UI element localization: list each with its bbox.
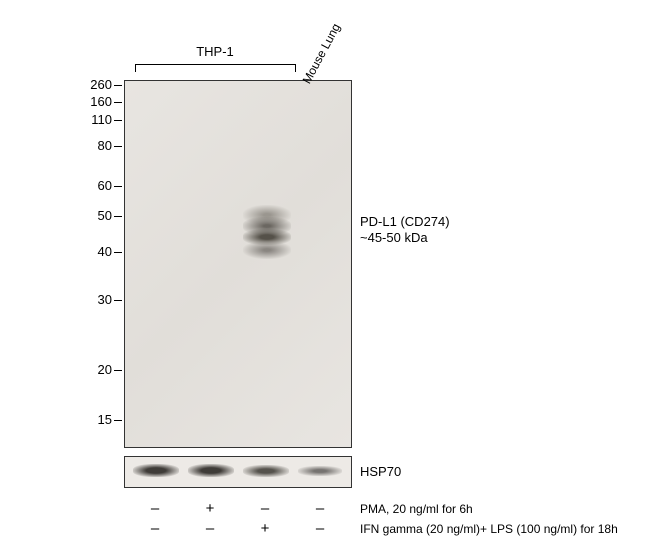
mw-label-260: 260 [0, 77, 112, 92]
mw-label-50: 50 [0, 208, 112, 223]
treatment-r1-lane0: – [145, 520, 165, 537]
mw-tick-15 [114, 420, 122, 421]
mw-tick-110 [114, 120, 122, 121]
treatment-text-r0: PMA, 20 ng/ml for 6h [360, 502, 473, 516]
mw-label-15: 15 [0, 412, 112, 427]
mw-label-60: 60 [0, 178, 112, 193]
hsp70-label: HSP70 [360, 464, 401, 479]
mouse-lung-label: Mouse Lung [300, 21, 343, 86]
treatment-r0-lane1: + [200, 500, 220, 517]
mw-tick-160 [114, 102, 122, 103]
pdl1-label-line2: ~45-50 kDa [360, 230, 428, 245]
mw-tick-60 [114, 186, 122, 187]
thp1-bracket-top [135, 64, 295, 65]
hsp70-band-lane1 [133, 464, 179, 477]
mw-tick-20 [114, 370, 122, 371]
mw-tick-80 [114, 146, 122, 147]
treatment-r1-lane1: – [200, 520, 220, 537]
pdl1-label-line1: PD-L1 (CD274) [360, 214, 450, 229]
treatment-r0-lane2: – [255, 500, 275, 517]
mw-tick-260 [114, 85, 122, 86]
mw-label-20: 20 [0, 362, 112, 377]
treatment-r0-lane0: – [145, 500, 165, 517]
hsp70-band-lane2 [188, 464, 234, 477]
main-blot-membrane [124, 80, 352, 448]
mw-label-110: 110 [0, 112, 112, 127]
hsp70-band-lane4 [298, 466, 342, 476]
mw-label-40: 40 [0, 244, 112, 259]
thp1-bracket-right [295, 64, 296, 72]
pdl1-band-smear [243, 205, 291, 261]
mw-label-80: 80 [0, 138, 112, 153]
thp1-bracket-left [135, 64, 136, 72]
treatment-r1-lane2: + [255, 520, 275, 537]
mw-tick-40 [114, 252, 122, 253]
treatment-r0-lane3: – [310, 500, 330, 517]
mw-tick-30 [114, 300, 122, 301]
treatment-r1-lane3: – [310, 520, 330, 537]
mw-label-30: 30 [0, 292, 112, 307]
mw-label-160: 160 [0, 94, 112, 109]
mw-tick-50 [114, 216, 122, 217]
treatment-text-r1: IFN gamma (20 ng/ml)+ LPS (100 ng/ml) fo… [360, 522, 618, 536]
thp1-label: THP-1 [195, 44, 235, 59]
hsp70-band-lane3 [243, 465, 289, 477]
